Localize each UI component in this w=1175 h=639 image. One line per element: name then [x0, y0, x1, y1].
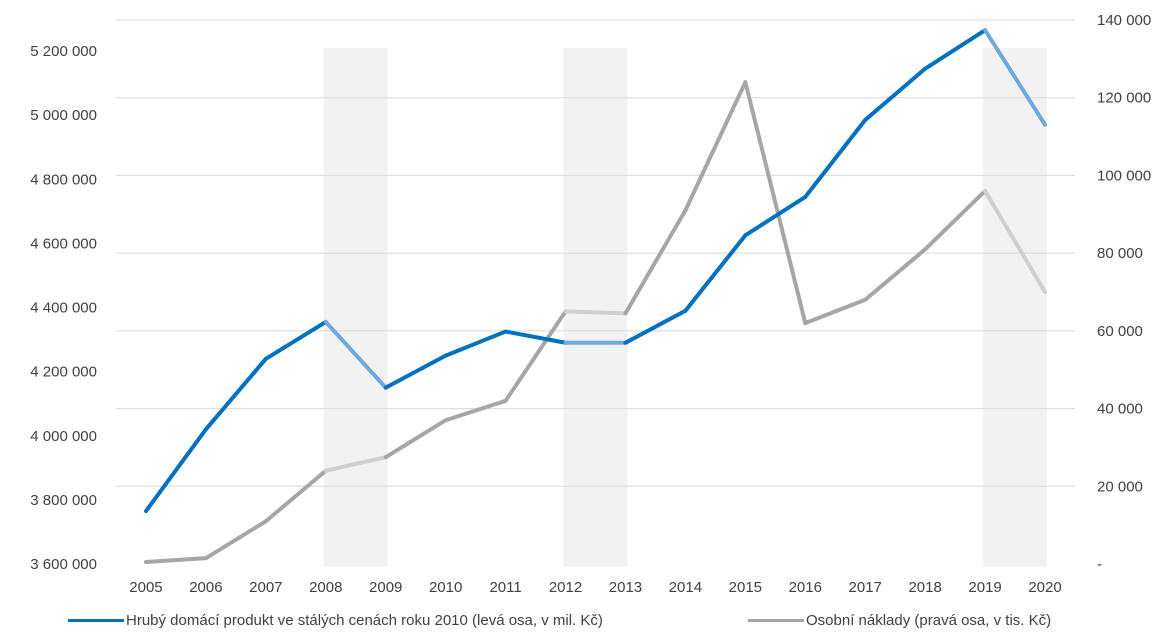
x-axis-tick-label: 2005: [129, 579, 162, 596]
x-axis-ticks: 2005 2006 2007 2008 2009 2010 2011 2012 2013 2014…: [129, 579, 1061, 596]
line-segment-personnel-costs: [143, 556, 208, 565]
left-axis-tick-label: 5 200 000: [30, 43, 97, 60]
left-axis-ticks: 3 600 000 3 800 000 4 000 000 4 200 000 4 40…: [30, 43, 97, 573]
line-segment-personnel-costs: [623, 208, 688, 316]
line-segment-gdp: [323, 319, 388, 390]
recession-band-2019-2020: [983, 48, 1048, 567]
x-axis-tick-label: 2009: [369, 579, 402, 596]
line-segment-gdp: [863, 66, 928, 122]
line-segment-personnel-costs: [803, 297, 868, 326]
x-axis-tick-label: 2020: [1028, 579, 1061, 596]
recession-band-2008-2009: [323, 48, 388, 567]
series-lines: [143, 28, 1048, 565]
right-axis-tick-label: 120 000: [1097, 90, 1151, 107]
right-axis-tick-label: 20 000: [1097, 478, 1143, 495]
line-segment-personnel-costs: [983, 188, 1048, 294]
x-axis-tick-label: 2011: [489, 579, 521, 596]
line-segment-personnel-costs: [503, 309, 568, 403]
chart: 3 600 000 3 800 000 4 000 000 4 200 000 4 40…: [30, 12, 1151, 596]
left-axis-tick-label: 4 400 000: [30, 300, 97, 317]
left-axis-tick-label: 4 800 000: [30, 171, 97, 188]
line-segment-gdp: [683, 233, 748, 313]
line-segment-personnel-costs: [323, 455, 388, 473]
x-axis-tick-label: 2007: [249, 579, 282, 596]
right-axis-tick-label: 60 000: [1097, 323, 1143, 340]
right-axis-tick-label: -: [1097, 556, 1102, 573]
legend: Hrubý domácí produkt ve stálých cenách r…: [0, 604, 1175, 634]
line-segment-gdp: [983, 28, 1048, 127]
line-segment-gdp: [203, 356, 268, 432]
legend-item-gdp: Hrubý domácí produkt ve stálých cenách r…: [68, 612, 603, 629]
legend-label-personnel-costs: Osobní náklady (pravá osa, v tis. Kč): [806, 612, 1052, 629]
line-segment-gdp: [743, 194, 808, 238]
line-segment-personnel-costs: [863, 247, 928, 302]
line-segment-personnel-costs: [383, 418, 448, 460]
line-segment-gdp: [803, 117, 868, 199]
line-segment-personnel-costs: [203, 519, 268, 561]
x-axis-tick-label: 2006: [189, 579, 222, 596]
legend-swatch-personnel-costs: [748, 619, 804, 622]
x-axis-tick-label: 2012: [549, 579, 582, 596]
line-segment-personnel-costs: [263, 468, 328, 524]
x-axis-tick-label: 2015: [729, 579, 762, 596]
left-axis-tick-label: 4 600 000: [30, 235, 97, 252]
left-axis-tick-label: 3 600 000: [30, 556, 97, 573]
legend-item-personnel-costs: Osobní náklady (pravá osa, v tis. Kč): [748, 612, 1051, 629]
left-axis-tick-label: 4 000 000: [30, 428, 97, 445]
right-axis-tick-label: 140 000: [1097, 12, 1151, 29]
x-axis-tick-label: 2013: [609, 579, 642, 596]
left-axis-tick-label: 4 200 000: [30, 364, 97, 381]
line-segment-gdp: [143, 427, 208, 514]
x-axis-tick-label: 2016: [789, 579, 822, 596]
line-segment-gdp: [383, 353, 448, 390]
line-segment-gdp: [923, 28, 988, 71]
right-axis-tick-label: 40 000: [1097, 401, 1143, 418]
line-segment-personnel-costs: [923, 188, 988, 252]
line-segment-personnel-costs: [563, 309, 628, 316]
right-axis-tick-label: 80 000: [1097, 245, 1143, 262]
line-segment-personnel-costs: [443, 398, 508, 423]
line-segment-gdp: [503, 329, 568, 345]
line-segment-personnel-costs: [683, 80, 748, 213]
x-axis-tick-label: 2008: [309, 579, 342, 596]
line-segment-personnel-costs: [743, 80, 808, 326]
line-segment-gdp: [443, 329, 508, 358]
x-axis-tick-label: 2018: [908, 579, 941, 596]
x-axis-tick-label: 2010: [429, 579, 462, 596]
left-axis-tick-label: 5 000 000: [30, 107, 97, 124]
recession-band-2012-2013: [563, 48, 628, 567]
legend-swatch-gdp: [68, 619, 124, 622]
right-axis-ticks: - 20 000 40 000 60 000 80 000 100 000 120 000 1…: [1097, 12, 1151, 573]
gridlines: [116, 19, 1075, 487]
right-axis-tick-label: 100 000: [1097, 167, 1151, 184]
x-axis-tick-label: 2017: [849, 579, 882, 596]
line-segment-gdp: [263, 319, 328, 361]
left-axis-tick-label: 3 800 000: [30, 492, 97, 509]
legend-label-gdp: Hrubý domácí produkt ve stálých cenách r…: [126, 612, 603, 629]
x-axis-tick-label: 2014: [669, 579, 702, 596]
x-axis-tick-label: 2019: [968, 579, 1001, 596]
line-segment-gdp: [623, 308, 688, 345]
recession-shading: [323, 48, 1048, 567]
